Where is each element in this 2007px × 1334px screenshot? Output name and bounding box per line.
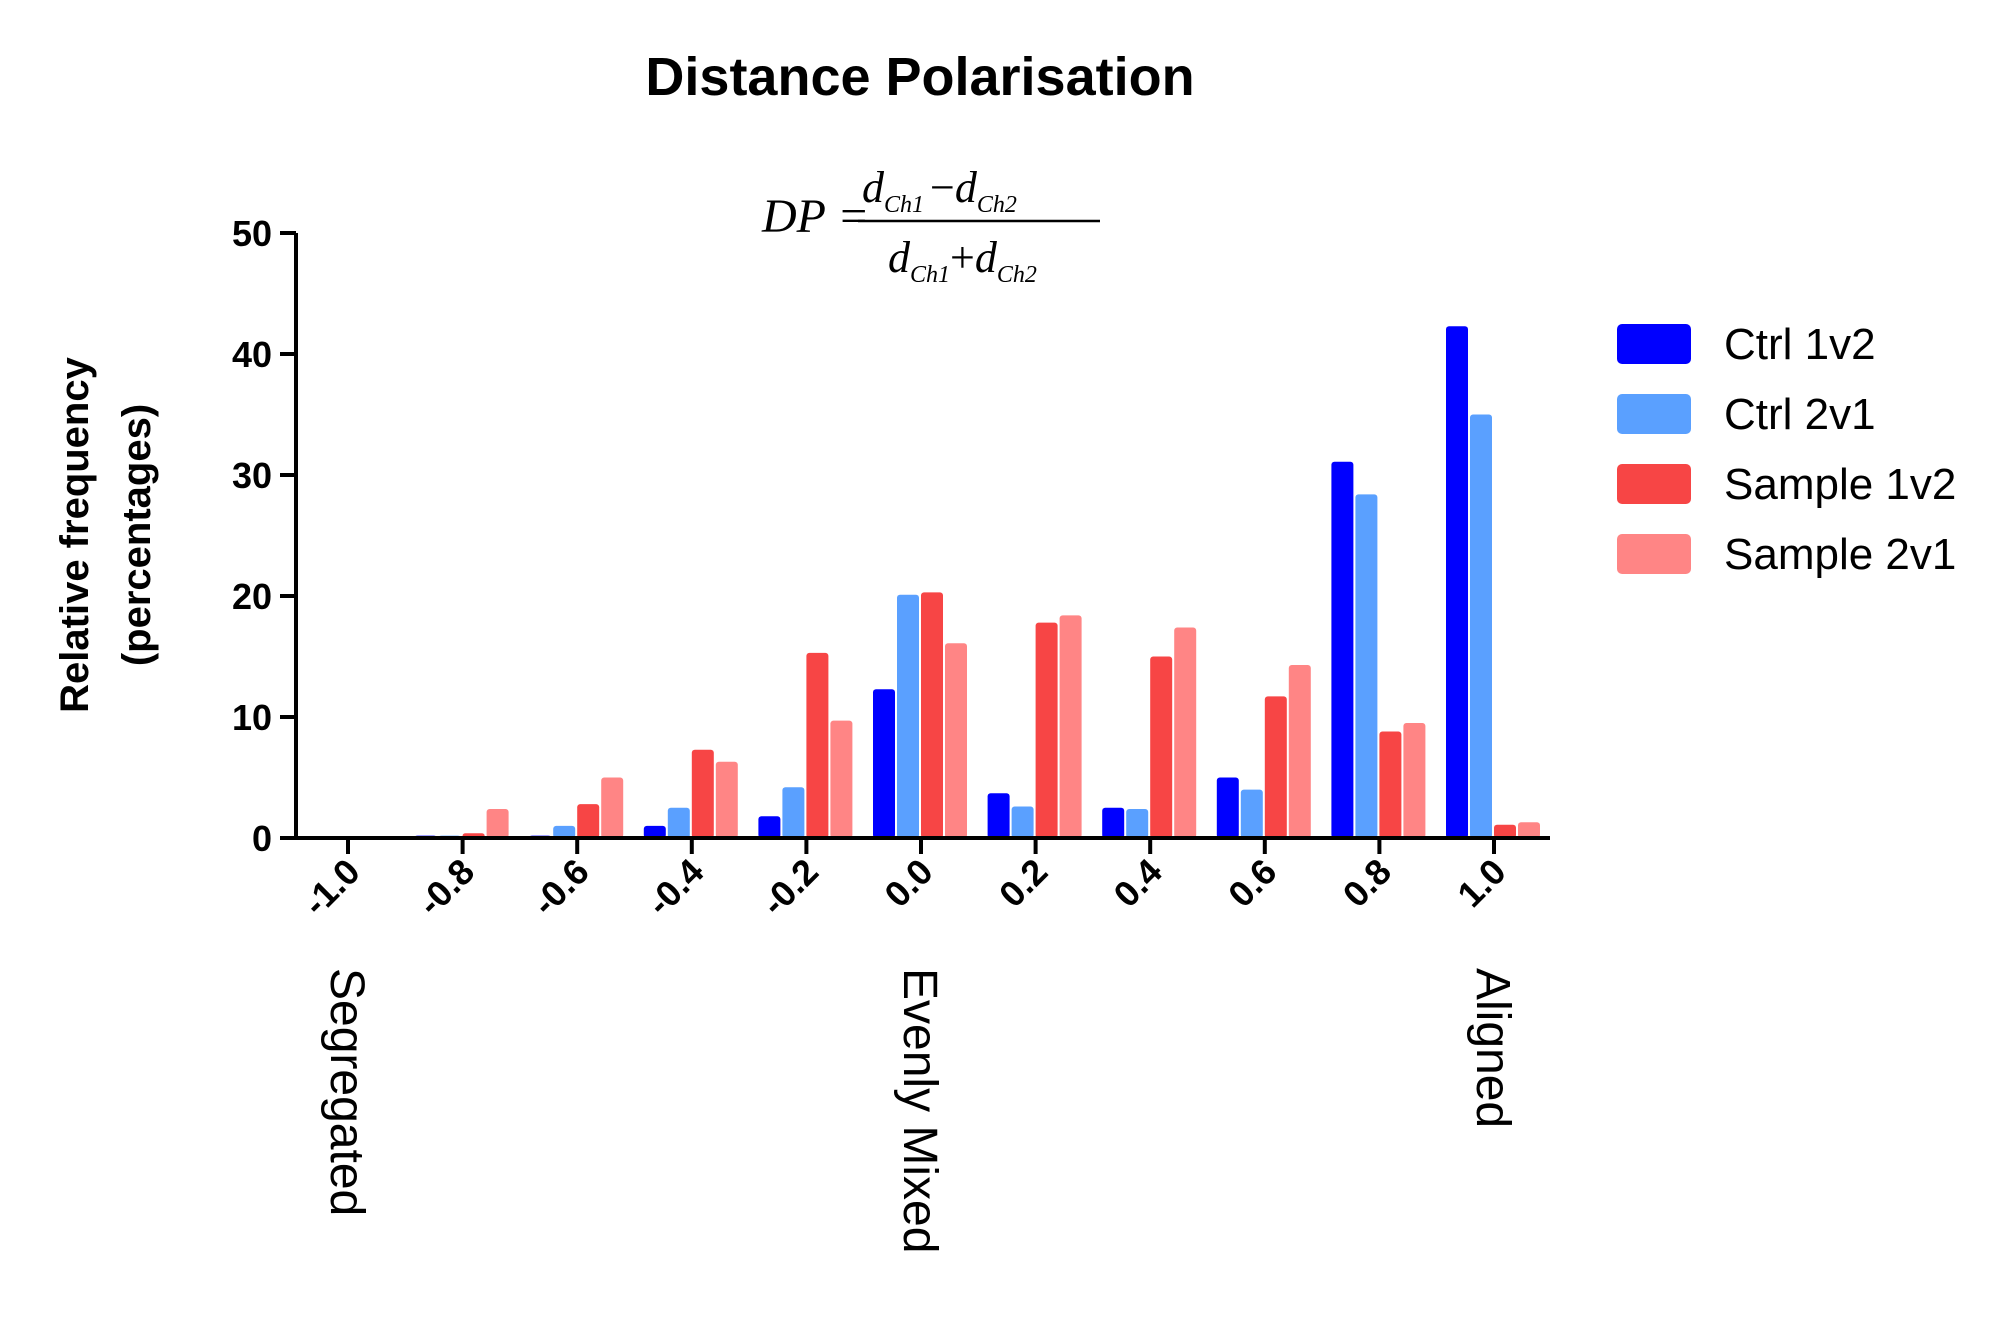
y-tick-label: 10 [232, 697, 272, 738]
annotation-segregated: Segregated [320, 968, 373, 1216]
bar-ctrl-2v1-0.8 [1355, 494, 1378, 838]
bar-sample-2v1-0.8 [1403, 723, 1426, 838]
bar-ctrl-2v1-0.2 [1011, 806, 1034, 838]
y-tick-label: 20 [232, 576, 272, 617]
bar-sample-1v2-1.0 [1494, 824, 1516, 838]
bar-sample-2v1--0.6 [601, 777, 624, 838]
legend: Ctrl 1v2 Ctrl 2v1 Sample 1v2 Sample 2v1 [1617, 320, 1956, 579]
bar-ctrl-1v2-0.0 [873, 689, 895, 838]
bar-sample-2v1-0.0 [945, 643, 967, 838]
x-tick-label: -0.4 [639, 851, 712, 924]
x-tick-label: -0.8 [409, 851, 482, 924]
y-axis-label-line-2: (percentages) [115, 404, 159, 666]
bar-sample-1v2--0.6 [577, 804, 600, 838]
legend-swatch-sample-2v1 [1617, 534, 1691, 574]
bar-ctrl-1v2-0.2 [987, 793, 1010, 838]
x-tick-label: 0.0 [876, 851, 940, 915]
y-axis-label: Relative frequency (percentages) [53, 356, 159, 712]
bar-sample-2v1--0.2 [830, 720, 853, 838]
formula-denominator: dCh1+dCh2 [888, 233, 1037, 288]
formula-lhs: DP = [761, 190, 870, 243]
bar-sample-1v2-0.6 [1264, 696, 1287, 838]
x-tick-label: 0.4 [1105, 851, 1169, 915]
bar-ctrl-2v1-0.6 [1240, 789, 1263, 838]
bar-ctrl-2v1--0.2 [782, 787, 805, 838]
x-tick-label: 1.0 [1449, 851, 1513, 915]
bar-ctrl-1v2-0.4 [1102, 807, 1125, 839]
formula: DP = dCh1 −dCh2 dCh1+dCh2 [761, 163, 1100, 288]
bar-sample-2v1--0.8 [486, 809, 509, 838]
bar-ctrl-1v2--0.4 [643, 825, 666, 838]
y-axis-label-line-1: Relative frequency [53, 356, 97, 712]
legend-swatch-ctrl-1v2 [1617, 324, 1691, 364]
bar-sample-2v1--0.4 [715, 761, 738, 838]
annotation-evenly-mixed: Evenly Mixed [893, 968, 946, 1253]
plot-area: 0 10 20 30 40 50 -1.0 -0.8 -0.6 -0.4 -0.2 0.0 0.2 0.4… [232, 213, 1550, 1253]
y-tick-label: 30 [232, 455, 272, 496]
bar-ctrl-1v2-1.0 [1446, 326, 1468, 838]
bar-sample-1v2--0.4 [691, 749, 714, 838]
bar-sample-1v2-0.8 [1379, 731, 1402, 838]
bar-ctrl-2v1-0.0 [897, 594, 919, 838]
x-tick-label: 0.8 [1335, 851, 1399, 915]
bar-sample-1v2-0.0 [921, 592, 943, 838]
bar-ctrl-2v1--0.6 [553, 825, 576, 838]
bar-ctrl-1v2--0.2 [758, 816, 781, 838]
legend-label-ctrl-1v2: Ctrl 1v2 [1724, 320, 1876, 369]
bar-ctrl-2v1--0.4 [667, 807, 690, 839]
bar-sample-2v1-0.6 [1288, 665, 1311, 838]
bar-sample-1v2-0.2 [1035, 622, 1058, 838]
chart-title: Distance Polarisation [645, 47, 1194, 107]
annotation-aligned: Aligned [1466, 968, 1519, 1128]
x-tick-label: -0.6 [524, 851, 597, 924]
bar-ctrl-1v2-0.6 [1216, 777, 1239, 838]
y-tick-label: 50 [232, 213, 272, 254]
legend-swatch-sample-1v2 [1617, 464, 1691, 504]
legend-swatch-ctrl-2v1 [1617, 394, 1691, 434]
legend-label-sample-1v2: Sample 1v2 [1724, 460, 1956, 509]
bar-ctrl-1v2-0.8 [1331, 461, 1354, 838]
x-tick-label: 0.6 [1220, 851, 1284, 915]
bar-sample-2v1-0.4 [1174, 627, 1197, 838]
bar-ctrl-2v1-0.4 [1126, 809, 1149, 838]
y-tick-label: 40 [232, 334, 272, 375]
bar-sample-2v1-0.2 [1059, 615, 1082, 838]
bar-sample-1v2--0.2 [806, 652, 829, 838]
x-tick-label: 0.2 [991, 851, 1055, 915]
bar-sample-2v1-1.0 [1518, 822, 1540, 838]
legend-label-sample-2v1: Sample 2v1 [1724, 530, 1956, 579]
x-tick-label: -0.2 [753, 851, 826, 924]
legend-label-ctrl-2v1: Ctrl 2v1 [1724, 390, 1876, 439]
x-tick-label: -1.0 [295, 851, 368, 924]
y-tick-label: 0 [252, 818, 272, 859]
formula-numerator: dCh1 −dCh2 [862, 163, 1017, 218]
bar-ctrl-2v1-1.0 [1470, 414, 1492, 838]
bar-sample-1v2-0.4 [1150, 656, 1173, 838]
